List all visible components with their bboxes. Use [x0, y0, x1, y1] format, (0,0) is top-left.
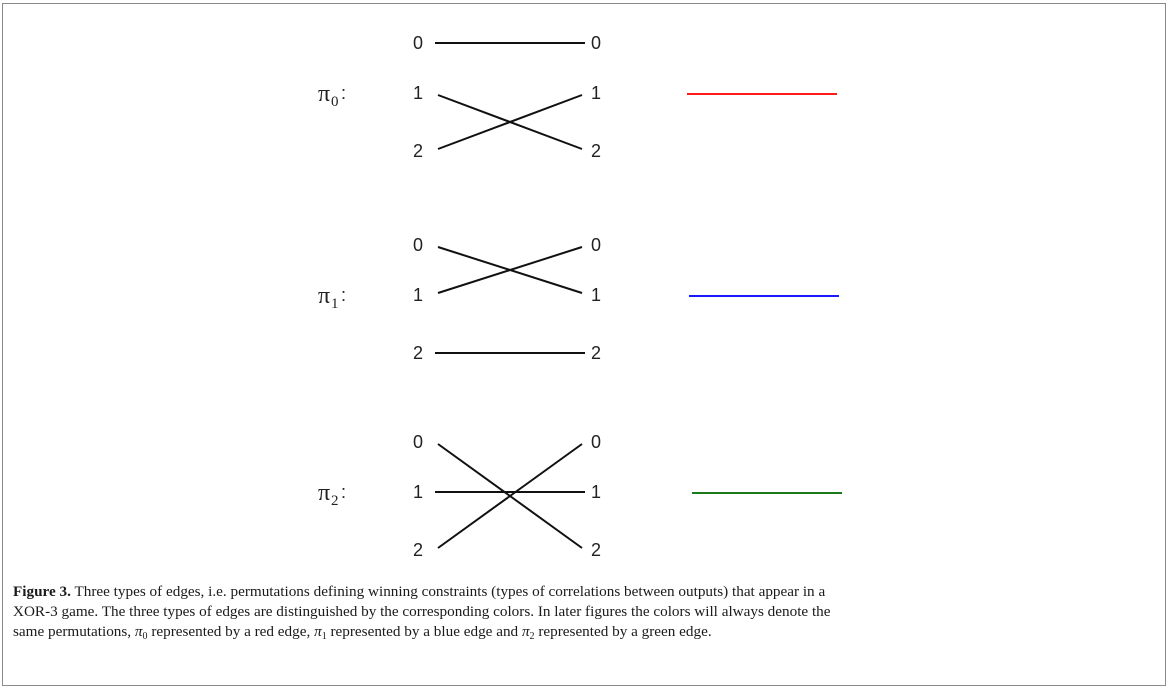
- pi2-right-node-1: 1: [591, 482, 601, 502]
- caption-line-2: XOR-3 game. The three types of edges are…: [13, 603, 831, 620]
- caption-pi2-symbol: π: [521, 623, 530, 640]
- caption-pi1-sub: 1: [321, 631, 327, 642]
- caption-pi0-sub: 0: [142, 631, 148, 642]
- caption-line-1: Three types of edges, i.e. permutations …: [74, 583, 826, 600]
- pi1-left-node-2: 2: [413, 343, 423, 363]
- pi0-subscript: 0: [331, 94, 339, 110]
- pi1-left-node-1: 1: [413, 285, 423, 305]
- pi2-left-node-1: 1: [413, 482, 423, 502]
- pi0-symbol: π: [318, 81, 330, 107]
- pi1-right-node-1: 1: [591, 285, 601, 305]
- caption-label: Figure 3.: [13, 583, 71, 600]
- caption-line-3-start: same permutations,: [13, 623, 132, 640]
- pi2-left-node-2: 2: [413, 540, 423, 560]
- pi1-right-node-2: 2: [591, 343, 601, 363]
- pi0-left-node-1: 1: [413, 83, 423, 103]
- pi1-right-node-0: 0: [591, 235, 601, 255]
- caption-green-text: represented by a green edge.: [538, 623, 712, 640]
- pi1-symbol: π: [318, 283, 330, 309]
- caption-red-text: represented by a red edge,: [151, 623, 311, 640]
- pi0-edge-2-to-1: [437, 94, 583, 150]
- caption-blue-text: represented by a blue edge and: [330, 623, 519, 640]
- pi2-right-node-0: 0: [591, 432, 601, 452]
- pi1-subscript: 1: [331, 296, 339, 312]
- pi1-edge-1-to-0: [437, 246, 583, 294]
- pi0-right-node-1: 1: [591, 83, 601, 103]
- pi2-colon: :: [341, 482, 346, 502]
- figure-frame: [2, 3, 1166, 686]
- caption-pi2-sub: 2: [529, 631, 535, 642]
- pi2-symbol: π: [318, 480, 330, 506]
- pi0-left-node-0: 0: [413, 33, 423, 53]
- figure-caption: Figure 3. Three types of edges, i.e. per…: [13, 582, 1153, 642]
- pi0-right-node-2: 2: [591, 141, 601, 161]
- permutation-diagram: 0 01 12 2π 0:0 01 12 2π 1:0 01 12 2π 2:: [318, 33, 842, 560]
- caption-pi0-symbol: π: [134, 623, 143, 640]
- pi2-left-node-0: 0: [413, 432, 423, 452]
- pi1-left-node-0: 0: [413, 235, 423, 255]
- pi0-right-node-0: 0: [591, 33, 601, 53]
- pi2-right-node-2: 2: [591, 540, 601, 560]
- pi1-colon: :: [341, 285, 346, 305]
- pi0-left-node-2: 2: [413, 141, 423, 161]
- pi2-edge-2-to-0: [437, 443, 583, 549]
- pi2-subscript: 2: [331, 493, 339, 509]
- caption-pi1-symbol: π: [314, 623, 322, 640]
- pi0-colon: :: [341, 83, 346, 103]
